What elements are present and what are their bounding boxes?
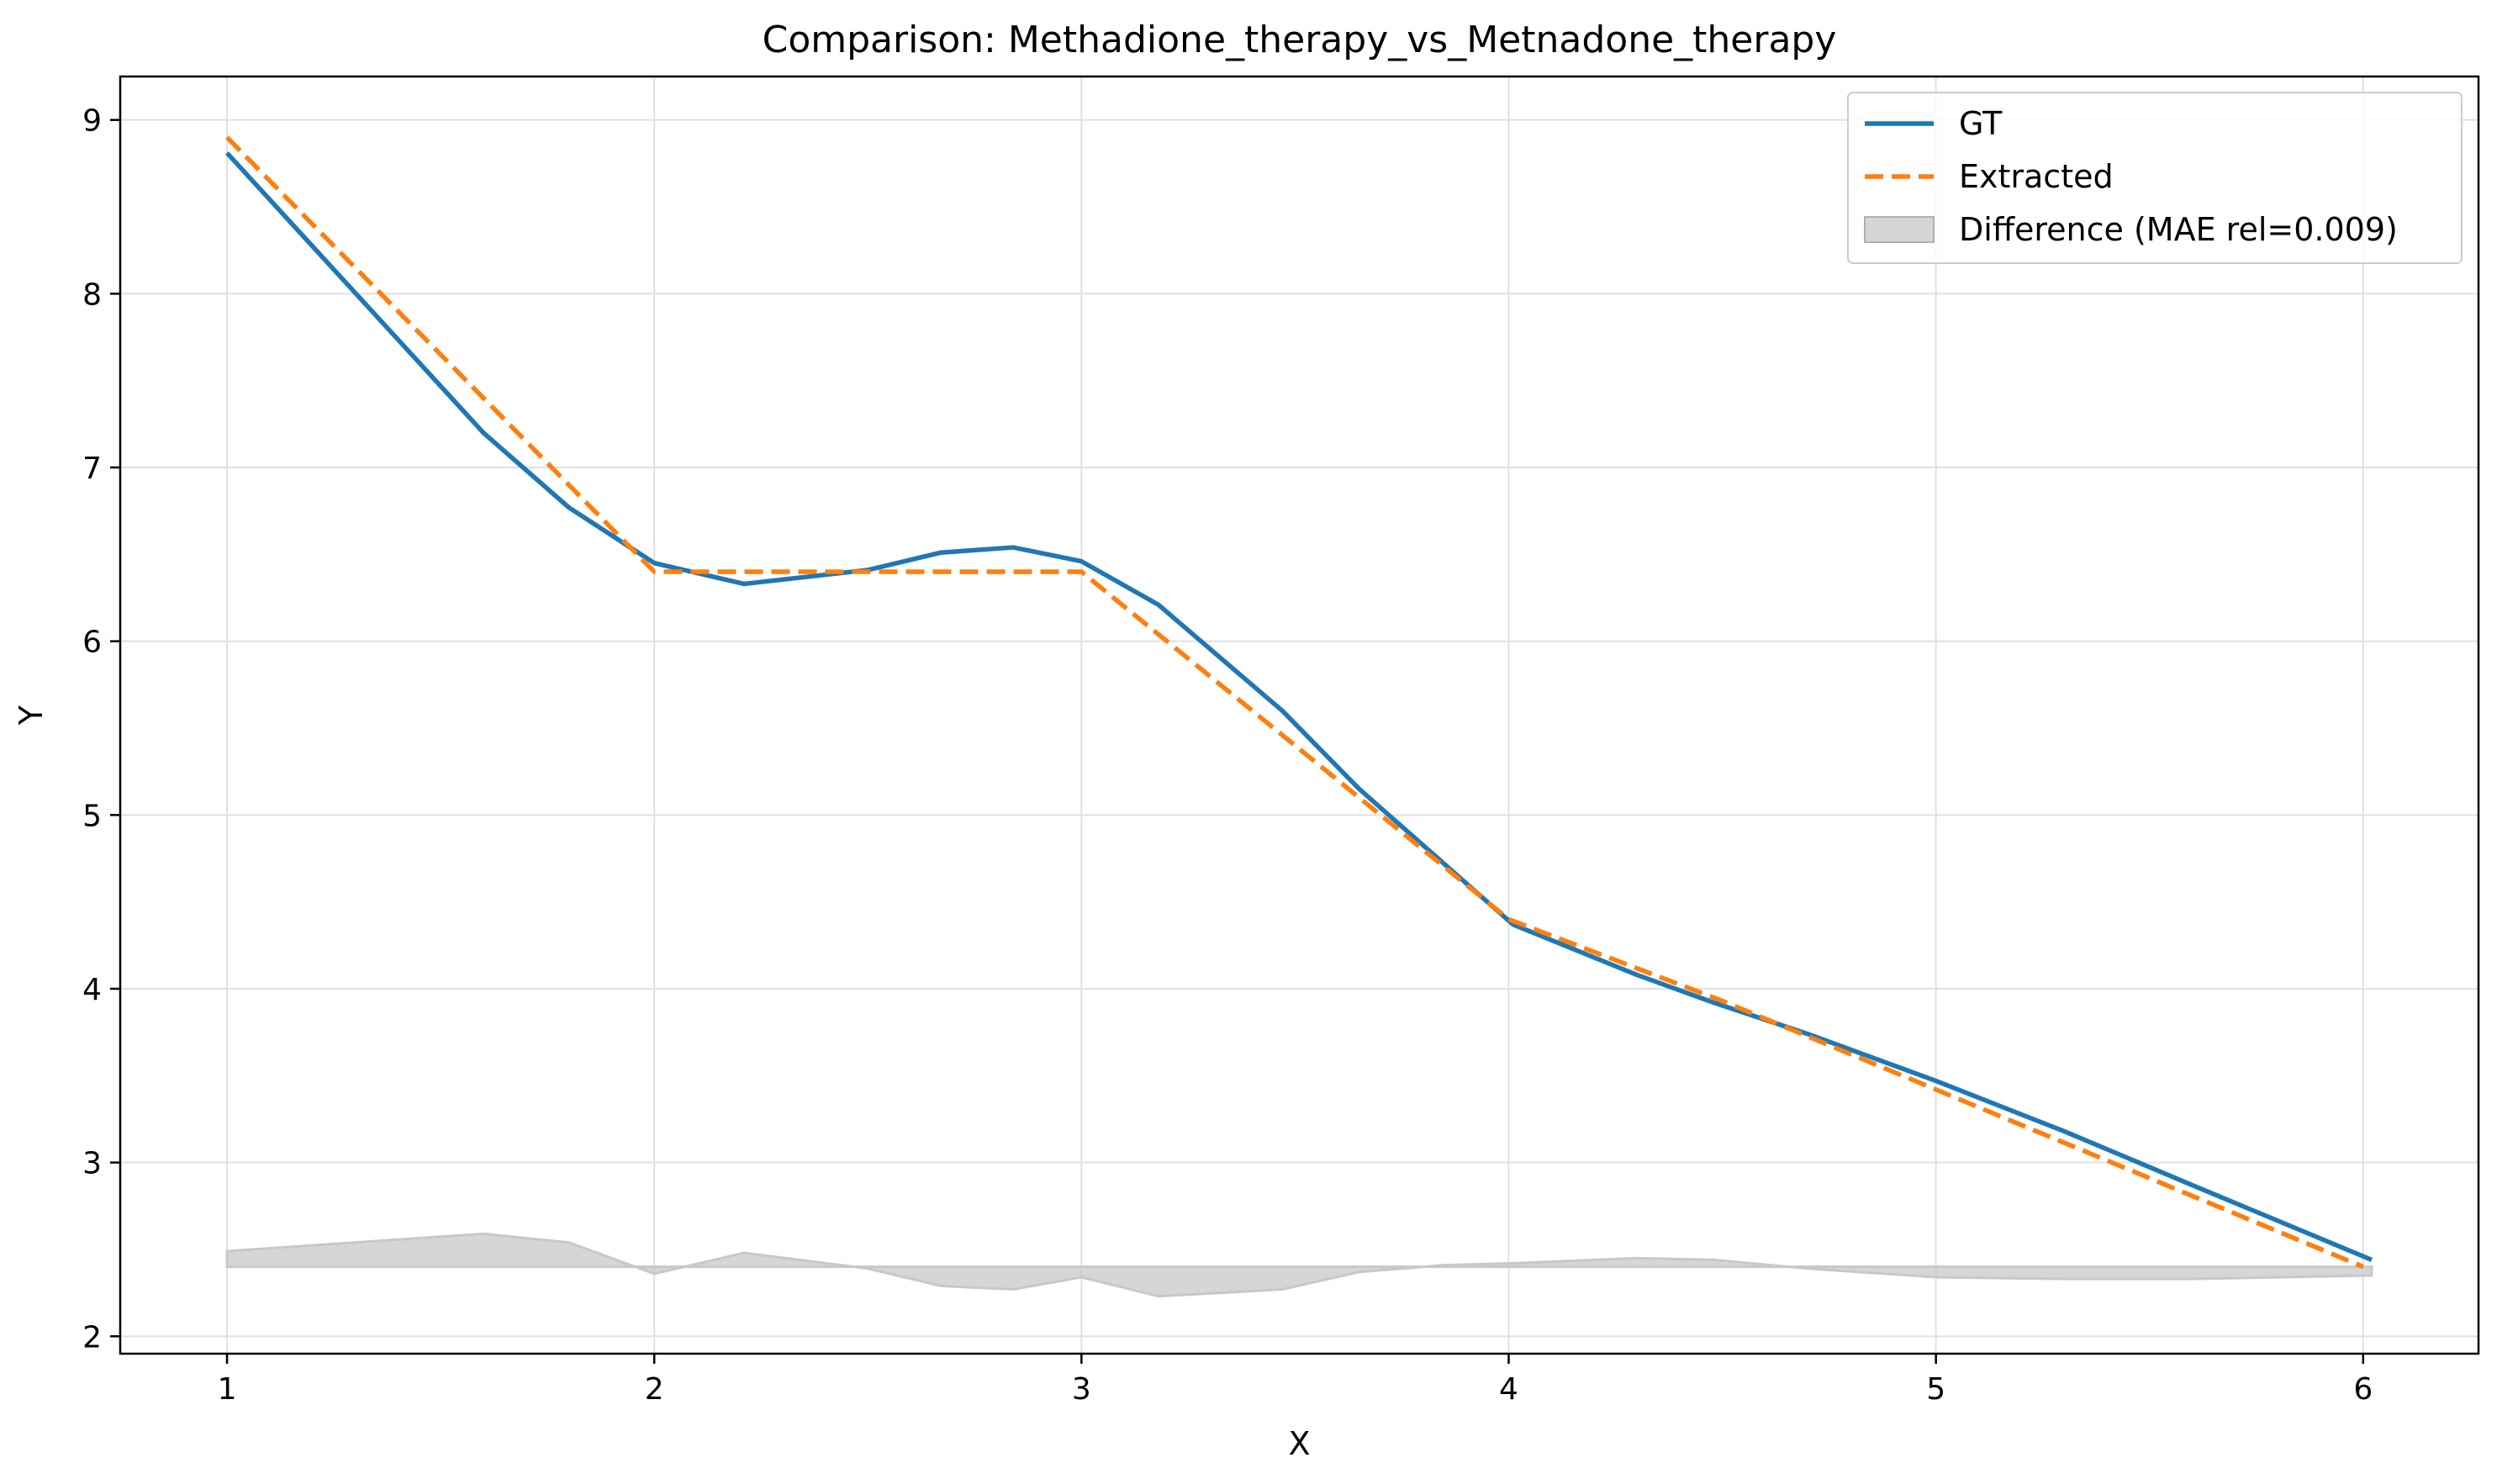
y-tick-label: 8 [82,277,102,312]
x-axis-title: X [1288,1425,1310,1462]
x-tick-label: 3 [1072,1372,1091,1407]
y-tick-label: 6 [82,626,102,660]
difference-area [225,1232,2373,1298]
legend: GT Extracted Difference (MAE rel=0.009) [1847,92,2463,264]
line-layer [225,135,2373,1270]
x-tick-label: 5 [1926,1372,1945,1407]
x-tick-label: 1 [218,1372,237,1407]
y-tick-label: 4 [82,973,102,1007]
y-tick-label: 7 [82,452,102,486]
plot-frame [119,75,2480,1355]
y-tick-label: 9 [82,104,102,139]
x-tick-label: 2 [645,1372,664,1407]
tick-layer: 1 2 3 4 5 6 2 3 4 5 6 7 8 9 [82,104,2373,1407]
y-tick-label: 2 [82,1320,102,1355]
x-tick-label: 4 [1499,1372,1518,1407]
y-tick-label: 3 [82,1147,102,1181]
legend-extracted-label: Extracted [1959,158,2114,195]
gt-line [225,151,2373,1262]
legend-gt-label: GT [1959,105,2003,142]
y-tick-label: 5 [82,799,102,833]
difference-area-layer [225,1232,2373,1298]
x-tick-label: 6 [2353,1372,2373,1407]
chart-title: Comparison: Methadione_therapy_vs_Metnad… [763,18,1837,61]
grid-layer [120,77,2479,1354]
y-axis-title: Y [13,705,50,726]
legend-box [1847,92,2463,264]
legend-difference-swatch [1864,216,1935,243]
legend-difference-label: Difference (MAE rel=0.009) [1959,211,2398,248]
extracted-line [225,135,2364,1270]
